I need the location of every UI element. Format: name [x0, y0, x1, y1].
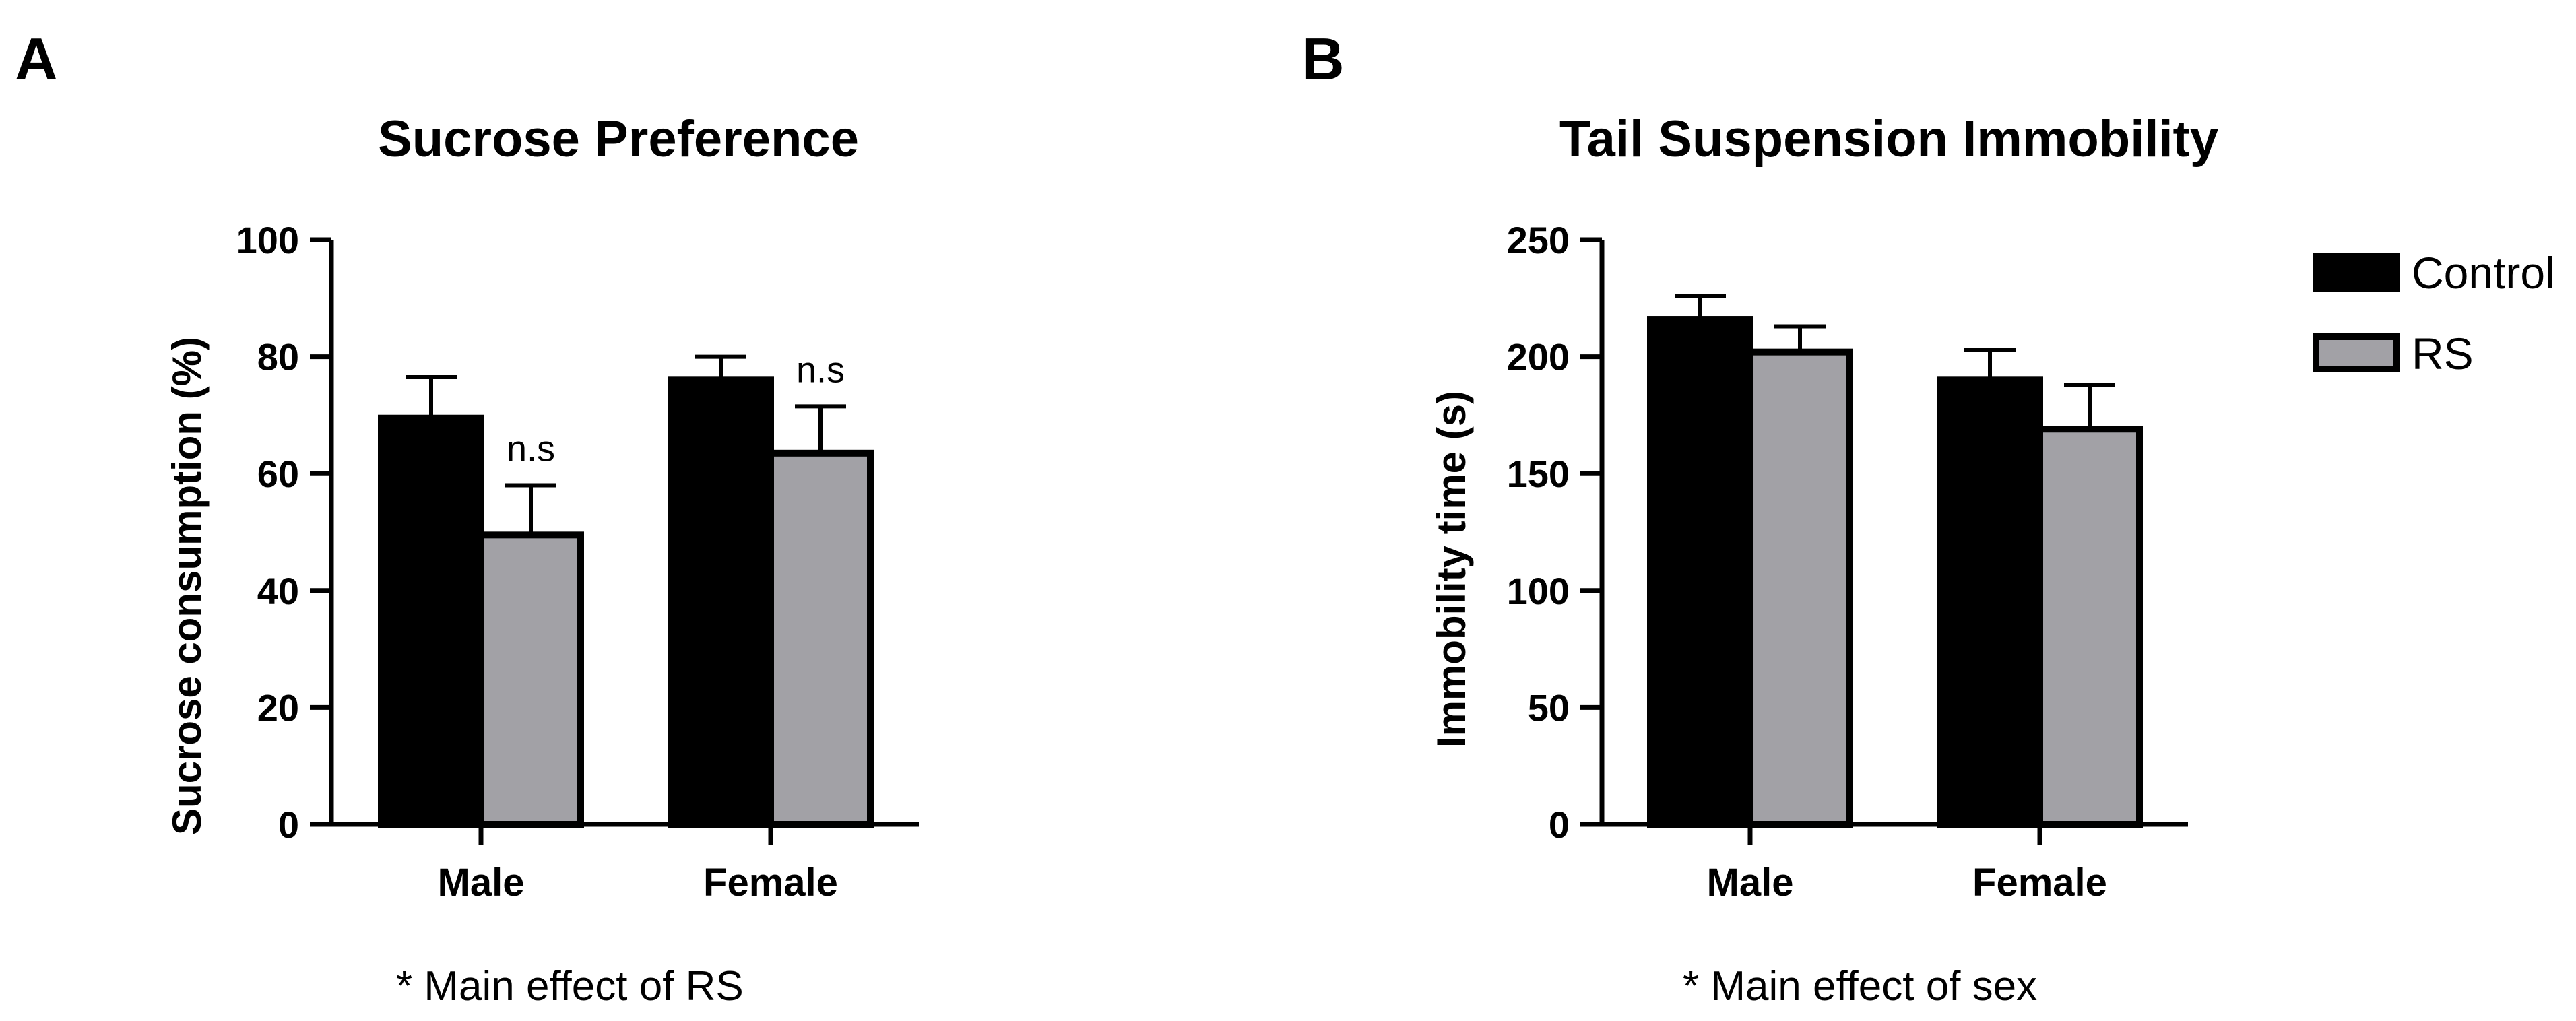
panel-b-y-tick-label-0: 0	[1549, 803, 1570, 846]
panel-a: A Sucrose Preference Sucrose consumption…	[15, 26, 919, 1010]
panel-b-bar-control-male	[1647, 316, 1753, 828]
panel-a-y-tick-label-80: 80	[257, 336, 299, 378]
legend: Control RS	[2313, 248, 2555, 378]
panel-b-y-tick-label-150: 150	[1507, 453, 1570, 495]
panel-b-bar-rs-male	[1747, 348, 1853, 828]
panel-b-y-axis-label: Immobility time (s)	[1429, 391, 1474, 748]
panel-a-y-tick-label-60: 60	[257, 453, 299, 495]
panel-a-y-tick-label-100: 100	[236, 219, 299, 261]
panel-a-y-tick-label-20: 20	[257, 686, 299, 729]
panel-b-plot: Male Female 0 50 100 150 200 250	[1507, 219, 2188, 904]
legend-swatch-control	[2313, 253, 2400, 292]
panel-b-y-tick-label-50: 50	[1528, 686, 1570, 729]
panel-b-y-tick-label-250: 250	[1507, 219, 1570, 261]
legend-label-rs: RS	[2412, 329, 2474, 378]
panel-b: B Tail Suspension Immobility Immobility …	[1301, 26, 2218, 1010]
panel-a-bar-rs-male	[478, 531, 584, 828]
panel-b-bar-rs-female	[2036, 426, 2143, 828]
panel-a-title: Sucrose Preference	[378, 110, 859, 168]
panel-b-y-tick-label-100: 100	[1507, 570, 1570, 612]
panel-a-y-tick-label-0: 0	[278, 803, 299, 846]
panel-a-bar-control-female	[668, 376, 774, 828]
panel-a-annotation-female: n.s	[796, 350, 845, 390]
panel-b-footnote: * Main effect of sex	[1683, 963, 2037, 1010]
panel-a-plot: n.s Male n.s Female 0 20 40 60 80 100	[236, 219, 919, 904]
panel-a-annotation-male: n.s	[507, 429, 555, 469]
legend-swatch-rs	[2313, 333, 2400, 372]
panel-a-y-tick-label-40: 40	[257, 570, 299, 612]
panel-a-y-axis-label: Sucrose consumption (%)	[164, 337, 210, 835]
panel-b-title: Tail Suspension Immobility	[1559, 110, 2218, 168]
panel-b-category-label-female: Female	[1972, 861, 2107, 904]
panel-b-category-label-male: Male	[1707, 861, 1794, 904]
panel-a-bar-control-male	[378, 414, 484, 828]
panel-b-letter: B	[1301, 26, 1345, 92]
panel-b-bar-control-female	[1937, 376, 2043, 828]
panel-a-category-label-male: Male	[438, 861, 525, 904]
panel-a-category-label-female: Female	[703, 861, 838, 904]
panel-a-bar-rs-female	[767, 449, 874, 828]
panel-a-letter: A	[15, 26, 58, 92]
legend-label-control: Control	[2412, 248, 2555, 298]
panel-b-y-tick-label-200: 200	[1507, 336, 1570, 378]
panel-a-footnote: * Main effect of RS	[396, 963, 744, 1010]
